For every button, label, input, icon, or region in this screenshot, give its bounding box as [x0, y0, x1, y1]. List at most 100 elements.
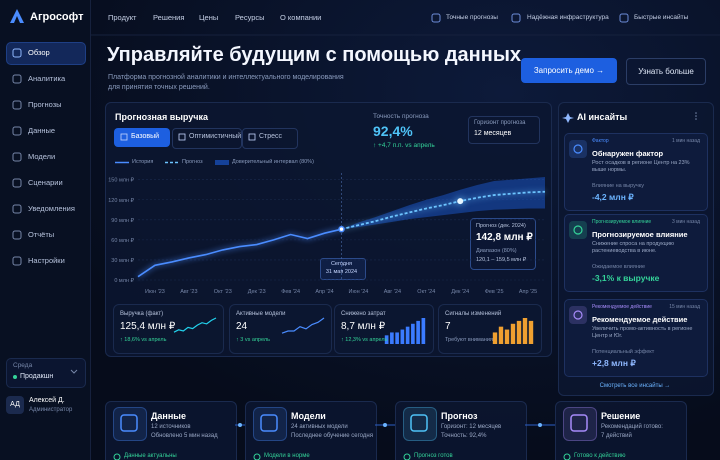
- pipeline-line1: Рекомендаций готово:: [601, 424, 663, 430]
- spark-bar: [528, 320, 534, 344]
- hero-subtitle: Платформа прогнозной аналитики и интелле…: [108, 74, 344, 91]
- nav-icon: [12, 100, 22, 110]
- pipeline-line1: 24 активных модели: [291, 424, 348, 430]
- status-check: [113, 453, 121, 460]
- y-tick-label: 120 млн ₽: [108, 197, 134, 204]
- accuracy-delta: ↑ +4,7 п.п. vs апрель: [373, 142, 435, 149]
- x-tick-label: Окт '23: [214, 289, 232, 295]
- nav-item[interactable]: Модели: [28, 152, 56, 161]
- insights-link[interactable]: Смотреть все инсайты →: [599, 383, 671, 389]
- kpi-value: 8,7 млн ₽: [341, 321, 386, 332]
- kpi-delta: ↑ 18,6% vs апрель: [120, 337, 167, 343]
- nav-item[interactable]: Данные: [28, 126, 56, 135]
- legend-swatch: [215, 160, 229, 165]
- nav-item[interactable]: Сценарии: [28, 178, 63, 187]
- top-nav-item[interactable]: Решения: [153, 13, 185, 22]
- insight-icon-bg: [569, 140, 587, 158]
- pipeline-title: Модели: [291, 411, 326, 421]
- sparkline: [173, 317, 217, 333]
- pipeline-line2: 7 действий: [601, 433, 632, 439]
- spark-bar: [522, 318, 528, 344]
- x-tick-label: Июн '23: [145, 289, 165, 295]
- forecast-title: Прогнозная выручка: [115, 112, 209, 122]
- y-tick-label: 60 млн ₽: [111, 237, 134, 244]
- kpi-label: Активные модели: [236, 311, 286, 317]
- insight-icon: [573, 225, 583, 235]
- x-tick-label: Авг '24: [384, 289, 401, 295]
- secondary-button[interactable]: Узнать больше: [626, 58, 706, 85]
- spark-bar: [421, 318, 426, 344]
- connector-dot: [383, 423, 387, 427]
- nav-icon: [12, 230, 22, 240]
- pipeline-line1: 12 источников: [151, 424, 191, 430]
- today-point: [338, 225, 345, 233]
- insight-text: Рост осадков в регионе Центр на 23% выше…: [592, 160, 690, 173]
- insight-time: 3 мин назад: [671, 219, 700, 225]
- status-check: [253, 453, 261, 460]
- tab-icon: [178, 133, 186, 141]
- user-name: Алексей Д.: [29, 397, 65, 404]
- spark-bar: [416, 320, 420, 344]
- pipeline-title: Решение: [601, 411, 641, 421]
- nav-icon: [12, 256, 22, 266]
- spark-bar: [516, 320, 522, 344]
- insight-tag: Фактор: [592, 138, 609, 144]
- pipeline-status: Данные актуальны: [124, 453, 177, 459]
- insight-metric-label: Ожидаемое влияние: [592, 264, 646, 270]
- nav-item[interactable]: Аналитика: [28, 74, 66, 83]
- horizon-box: [468, 116, 540, 144]
- insight-icon-bg: [569, 221, 587, 239]
- kpi-value: 125,4 млн ₽: [120, 321, 176, 332]
- insight-text: Снижение спроса на продукцию растениевод…: [592, 241, 675, 254]
- top-nav-item[interactable]: О компании: [280, 13, 322, 22]
- x-tick-label: Дек '23: [248, 289, 266, 295]
- sparkline: [281, 317, 325, 334]
- insight-time: 15 мин назад: [669, 304, 700, 310]
- nav-item[interactable]: Уведомления: [28, 204, 75, 213]
- scenario-tab[interactable]: Базовый: [131, 133, 160, 140]
- nav-icon: [12, 178, 22, 188]
- top-nav-item[interactable]: Ресурсы: [235, 13, 265, 22]
- scenario-tab[interactable]: Стресс: [259, 133, 283, 140]
- tooltip-range-label: Диапазон (80%): [476, 248, 517, 254]
- today-label: Сегодня: [330, 261, 353, 267]
- nav-item[interactable]: Настройки: [28, 256, 65, 265]
- spark-bar: [400, 329, 405, 344]
- badge: Быстрые инсайты: [634, 14, 689, 21]
- scenario-tab-bg: [172, 128, 242, 149]
- menu-dot: [695, 112, 697, 114]
- insight-title: Рекомендуемое действие: [592, 315, 688, 324]
- spark-bar: [504, 329, 510, 344]
- badge-icon: [511, 13, 521, 23]
- nav-item[interactable]: Отчёты: [28, 230, 55, 239]
- badge: Точные прогнозы: [446, 14, 498, 21]
- kpi-delta: ↑ 12,3% vs апрель: [341, 337, 388, 343]
- kpi-label: Выручка (факт): [120, 311, 164, 317]
- insight-title: Прогнозируемое влияние: [592, 230, 688, 239]
- pipeline-line2: Точность: 92,4%: [441, 433, 487, 439]
- insight-card: [564, 133, 708, 211]
- pipeline-status: Прогноз готов: [414, 453, 453, 459]
- top-nav-item[interactable]: Продукт: [108, 13, 137, 22]
- nav-item[interactable]: Прогнозы: [28, 100, 62, 109]
- scenario-tab-bg: [114, 128, 170, 147]
- x-tick-label: Фев '25: [485, 289, 504, 295]
- primary-button[interactable]: Запросить демо →: [521, 58, 617, 83]
- top-nav-item[interactable]: Цены: [199, 13, 219, 22]
- kpi-card: [113, 304, 224, 354]
- spark-bar: [498, 326, 504, 344]
- insight-metric-value: -3,1% к выручке: [592, 273, 660, 283]
- x-tick-label: Апр '24: [315, 289, 333, 295]
- pipeline-status: Готово к действию: [574, 453, 626, 459]
- y-tick-label: 0 млн ₽: [114, 277, 134, 284]
- nav-item[interactable]: Обзор: [28, 48, 50, 57]
- scenario-tab[interactable]: Оптимистичный: [189, 133, 242, 140]
- nav-icon: [12, 74, 22, 84]
- status-check: [403, 453, 411, 460]
- pipeline-title: Прогноз: [441, 411, 478, 421]
- chevron: [70, 369, 78, 374]
- insight-metric-label: Влияние на выручку: [592, 183, 644, 189]
- insight-card: [564, 299, 708, 377]
- horizon-value: 12 месяцев: [474, 130, 512, 137]
